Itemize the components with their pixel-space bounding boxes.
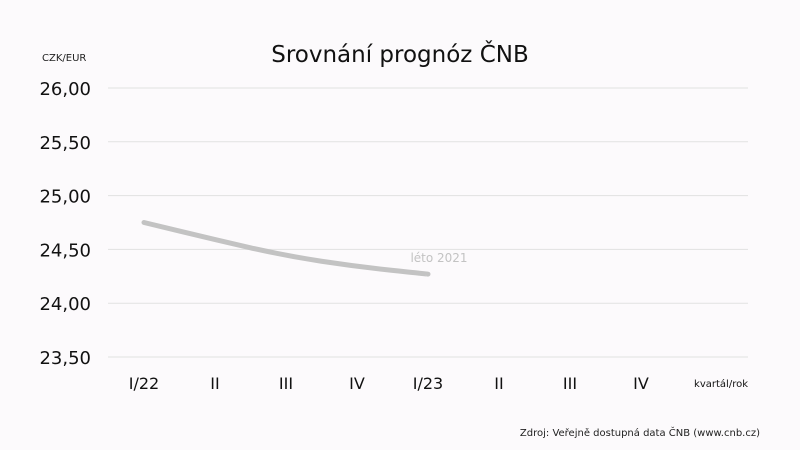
y-tick-label: 24,00: [39, 294, 91, 315]
series-line: [141, 220, 431, 277]
x-tick-label: I/23: [413, 374, 443, 393]
x-tick-label: I/22: [129, 374, 159, 393]
x-tick-label: III: [279, 374, 293, 393]
series-label: léto 2021: [410, 251, 467, 265]
y-tick-label: 25,50: [39, 133, 91, 154]
y-tick-label: 25,00: [39, 187, 91, 208]
chart-title: Srovnání prognóz ČNB: [271, 42, 529, 68]
y-tick-label: 23,50: [39, 348, 91, 369]
x-tick-label: IV: [349, 374, 365, 393]
source-note: Zdroj: Veřejně dostupná data ČNB (www.cn…: [519, 428, 760, 439]
y-tick-label: 24,50: [39, 240, 91, 261]
y-tick-label: 26,00: [39, 79, 91, 100]
x-tick-label: IV: [633, 374, 649, 393]
x-tick-label: II: [210, 374, 219, 393]
x-axis-label: kvartál/rok: [694, 378, 748, 390]
x-tick-label: III: [563, 374, 577, 393]
x-tick-label: II: [494, 374, 503, 393]
y-axis-unit: CZK/EUR: [42, 53, 87, 64]
